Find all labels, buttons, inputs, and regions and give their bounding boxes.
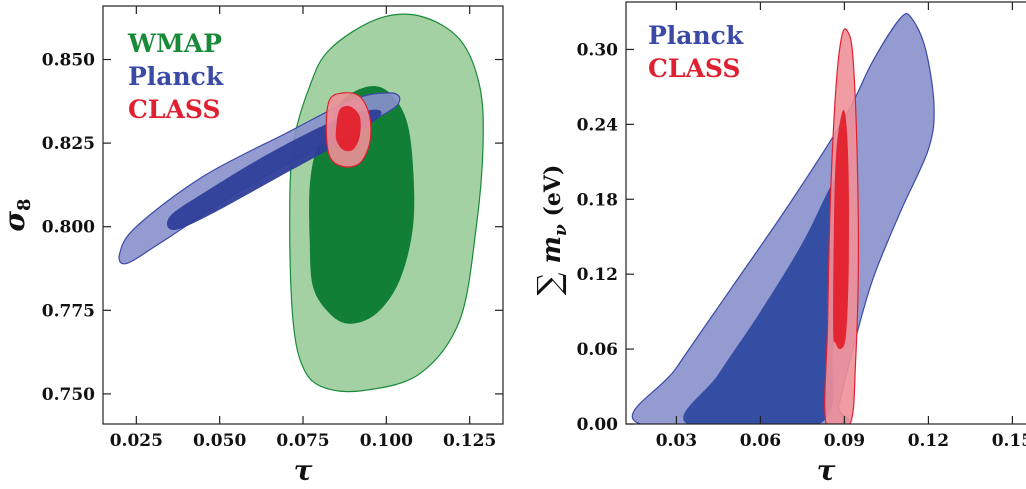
y-tick-label: 0.18: [577, 190, 618, 210]
legend-entry-planck: Planck: [128, 62, 224, 91]
x-tick-label: 0.15: [992, 431, 1026, 451]
x-tick-label: 0.12: [908, 431, 949, 451]
legend-entry-planck: Planck: [648, 21, 744, 50]
class-contour-1sigma: [335, 105, 361, 152]
right-ticks: 0.03 0.06 0.09 0.12 0.15 0.00 0.06 0.12 0.18 0.24…: [577, 2, 1026, 451]
left-panel: 0.025 0.050 0.075 0.100 0.125 0.750 0.775 0.800…: [0, 5, 504, 487]
y-tick-label: 0.775: [42, 301, 95, 321]
x-tick-label: 0.125: [443, 431, 496, 451]
left-x-axis-label: τ: [294, 454, 313, 487]
left-ticks: 0.025 0.050 0.075 0.100 0.125 0.750 0.775 0.800…: [42, 6, 503, 451]
legend-entry-class: CLASS: [128, 95, 220, 124]
x-tick-label: 0.03: [656, 431, 697, 451]
left-contours: [118, 13, 484, 393]
y-tick-label: 0.825: [42, 134, 95, 154]
legend-entry-class: CLASS: [648, 54, 740, 83]
y-tick-label: 0.30: [577, 40, 619, 60]
y-tick-label: 0.750: [42, 385, 95, 405]
right-y-axis-label: ∑ mν (eV): [530, 165, 571, 296]
y-tick-label: 0.800: [42, 218, 95, 238]
planck-contour-1sigma: [683, 173, 851, 424]
y-tick-label: 0.850: [42, 51, 95, 71]
x-tick-label: 0.09: [824, 431, 865, 451]
class-contour-1sigma: [833, 110, 849, 350]
y-tick-label: 0.24: [577, 115, 619, 135]
y-tick-label: 0.06: [577, 340, 618, 360]
right-contours: [631, 12, 935, 424]
right-x-axis-label: τ: [817, 454, 836, 487]
legend-entry-wmap: WMAP: [127, 29, 222, 58]
left-legend: WMAP Planck CLASS: [127, 29, 224, 124]
x-tick-label: 0.075: [276, 431, 329, 451]
y-tick-label: 0.12: [577, 265, 618, 285]
right-plot-frame: [625, 1, 1026, 425]
right-panel: 0.03 0.06 0.09 0.12 0.15 0.00 0.06 0.12 0.18 0.24…: [530, 1, 1026, 487]
left-y-axis-label: σ8: [0, 198, 35, 231]
y-tick-label: 0.00: [577, 415, 619, 435]
right-legend: Planck CLASS: [648, 21, 744, 83]
x-tick-label: 0.100: [360, 431, 413, 451]
x-tick-label: 0.06: [740, 431, 781, 451]
x-tick-label: 0.050: [193, 431, 246, 451]
x-tick-label: 0.025: [110, 431, 163, 451]
